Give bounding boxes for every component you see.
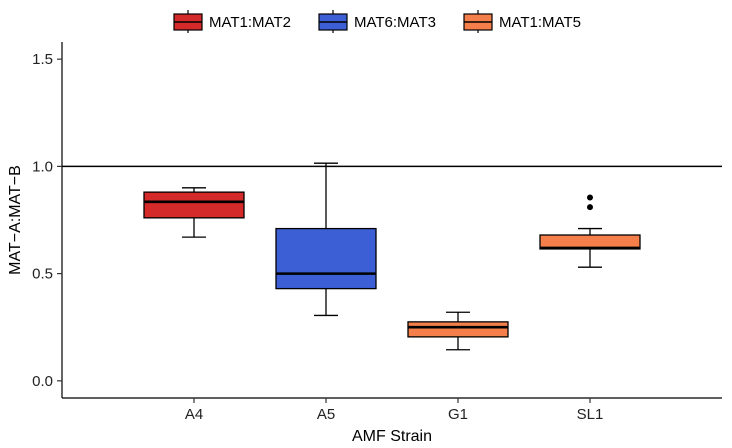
x-tick-label: A4 (185, 406, 203, 423)
x-axis-title: AMF Strain (352, 428, 432, 445)
legend-label: MAT1:MAT5 (499, 14, 581, 31)
y-tick-label: 0.5 (32, 266, 53, 283)
plot-area (62, 162, 722, 351)
outlier-point (587, 194, 593, 201)
y-tick-label: 0.0 (32, 373, 53, 390)
legend: MAT1:MAT2 MAT6:MAT3 MAT1:MAT5 (173, 10, 581, 33)
y-axis-title: MAT−A:MAT−B (7, 165, 24, 275)
box-body (407, 321, 509, 338)
box-a4 (143, 187, 245, 238)
x-ticks: A4 A5 G1 SL1 (185, 398, 604, 423)
y-ticks: 0.0 0.5 1.0 1.5 (32, 51, 62, 390)
y-tick-label: 1.0 (32, 158, 53, 175)
box-g1 (407, 311, 509, 351)
outlier-point (587, 204, 593, 211)
legend-label: MAT1:MAT2 (209, 14, 291, 31)
axes: 0.0 0.5 1.0 1.5 A4 A5 G1 SL1 (32, 42, 722, 423)
x-tick-label: SL1 (577, 406, 604, 423)
x-tick-label: A5 (317, 406, 335, 423)
x-tick-label: G1 (448, 406, 468, 423)
box-sl1 (539, 194, 641, 268)
box-body (143, 191, 245, 219)
boxes (143, 162, 641, 351)
legend-item: MAT6:MAT3 (318, 10, 436, 33)
box-a5 (275, 162, 377, 317)
y-tick-label: 1.5 (32, 51, 53, 68)
box-body (275, 227, 377, 290)
legend-item: MAT1:MAT2 (173, 10, 291, 33)
legend-label: MAT6:MAT3 (354, 14, 436, 31)
legend-item: MAT1:MAT5 (463, 10, 581, 33)
